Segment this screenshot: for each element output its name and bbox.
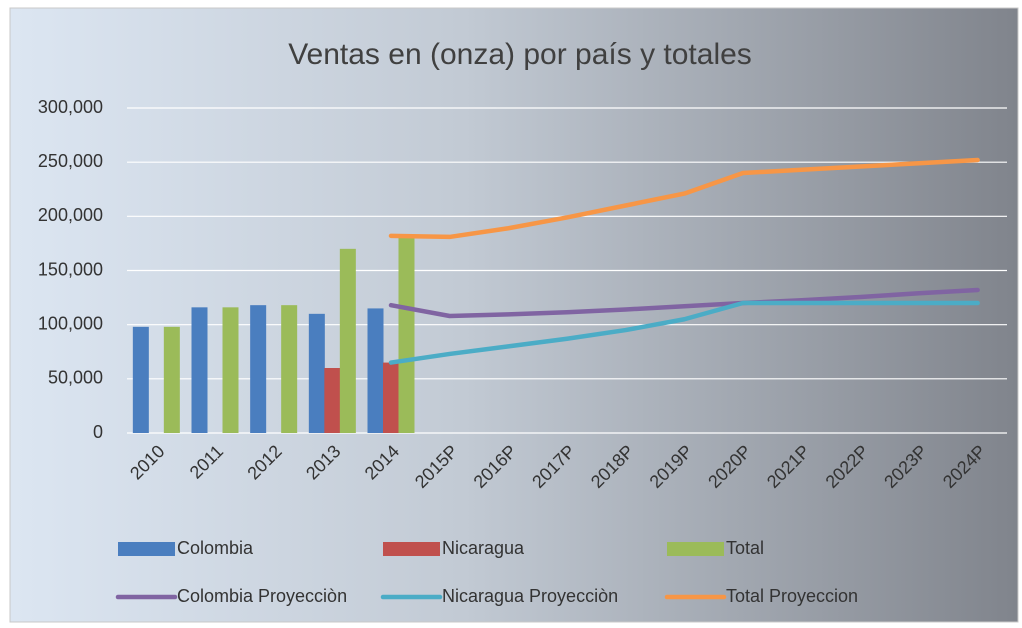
- bar: [339, 248, 356, 433]
- bar: [398, 235, 415, 433]
- chart-title: Ventas en (onza) por país y totales: [288, 38, 752, 71]
- bar: [308, 313, 325, 433]
- y-tick-label: 300,000: [38, 97, 103, 117]
- legend-label: Colombia Proyecciòn: [177, 586, 347, 606]
- line-series: [388, 287, 980, 319]
- y-tick-label: 200,000: [38, 205, 103, 225]
- line-series: [388, 157, 980, 240]
- bar: [281, 305, 298, 433]
- bar: [324, 368, 341, 433]
- legend-label: Nicaragua: [442, 538, 525, 558]
- bar: [222, 307, 239, 433]
- bar: [367, 308, 384, 433]
- bar: [132, 326, 149, 433]
- legend-swatch: [383, 542, 440, 556]
- legend-label: Total: [726, 538, 764, 558]
- bar: [191, 307, 208, 433]
- line-series: [388, 300, 980, 365]
- y-tick-label: 0: [93, 422, 103, 442]
- y-tick-label: 100,000: [38, 313, 103, 333]
- y-tick-label: 50,000: [48, 368, 103, 388]
- legend-label: Colombia: [177, 538, 254, 558]
- bar: [163, 326, 180, 433]
- y-tick-label: 150,000: [38, 259, 103, 279]
- legend-swatch: [118, 542, 175, 556]
- legend-swatch: [667, 542, 724, 556]
- bar: [250, 305, 267, 433]
- y-tick-label: 250,000: [38, 151, 103, 171]
- legend-label: Nicaragua Proyecciòn: [442, 586, 618, 606]
- legend-label: Total Proyeccion: [726, 586, 858, 606]
- bar: [383, 362, 399, 433]
